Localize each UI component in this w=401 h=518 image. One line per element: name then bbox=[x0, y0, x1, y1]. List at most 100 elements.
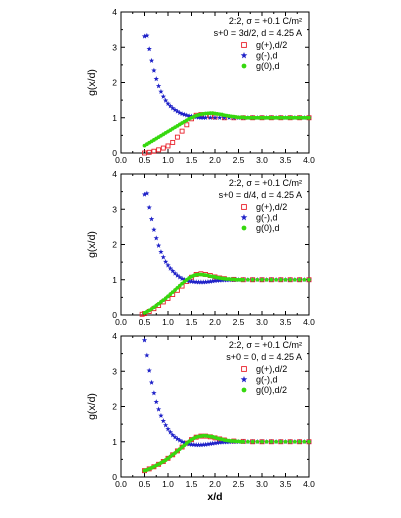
legend-label: g(-),d bbox=[256, 213, 278, 223]
x-axis-label: x/d bbox=[207, 491, 222, 503]
x-tick-label: 2.5 bbox=[233, 479, 245, 489]
data-point bbox=[148, 216, 155, 222]
data-point bbox=[200, 114, 206, 121]
x-tick-label: 1.0 bbox=[162, 479, 174, 489]
data-point bbox=[162, 422, 169, 428]
x-tick-label: 0.0 bbox=[115, 317, 127, 327]
data-point bbox=[146, 367, 152, 373]
data-point bbox=[158, 88, 164, 94]
data-point bbox=[297, 277, 302, 282]
series-3 bbox=[142, 272, 311, 315]
x-tick-label: 0.0 bbox=[115, 155, 127, 165]
panel-3: 0.0 0.5 1.0 1.5 2.0 2.5 3.0 3.5 4.0 0 1 2 3 4 g(x/d) x/… bbox=[86, 331, 315, 503]
data-point bbox=[165, 143, 171, 149]
data-point bbox=[188, 441, 195, 447]
data-point bbox=[170, 432, 176, 438]
legend-marker bbox=[240, 52, 248, 59]
legend-marker bbox=[240, 214, 248, 221]
data-point bbox=[158, 249, 164, 255]
data-point bbox=[269, 439, 274, 444]
data-point bbox=[160, 418, 166, 424]
data-point bbox=[200, 441, 206, 448]
x-tick-label: 4.0 bbox=[303, 479, 315, 489]
data-point bbox=[202, 279, 209, 285]
data-point bbox=[155, 406, 162, 412]
data-point bbox=[193, 279, 199, 285]
x-tick-label: 3.0 bbox=[256, 479, 268, 489]
data-point bbox=[162, 97, 169, 103]
data-point bbox=[146, 46, 152, 52]
data-point bbox=[207, 114, 213, 121]
x-tick-label: 3.5 bbox=[280, 479, 292, 489]
series-3 bbox=[142, 433, 311, 473]
data-point bbox=[153, 76, 159, 82]
data-point bbox=[274, 277, 278, 282]
data-point bbox=[193, 442, 199, 448]
data-point bbox=[250, 439, 255, 444]
series-3 bbox=[142, 111, 311, 148]
data-point bbox=[195, 114, 202, 120]
data-point bbox=[195, 442, 202, 448]
data-point bbox=[162, 258, 169, 265]
x-tick-label: 1.5 bbox=[186, 317, 198, 327]
data-point bbox=[278, 439, 283, 444]
x-tick-label: 4.0 bbox=[303, 317, 315, 327]
data-point bbox=[160, 145, 166, 151]
x-tick-label: 4.0 bbox=[303, 155, 315, 165]
x-tick-label: 3.5 bbox=[280, 317, 292, 327]
data-point bbox=[144, 32, 150, 38]
y-tick-label: 4 bbox=[112, 7, 117, 17]
y-axis-label: g(x/d) bbox=[86, 69, 98, 96]
data-point bbox=[179, 275, 185, 281]
legend-label: g(-),d bbox=[256, 375, 278, 385]
panel-2: 0.0 0.5 1.0 1.5 2.0 2.5 3.0 3.5 4.0 0 1 2 3 4 g(x/d) 2:… bbox=[86, 169, 315, 327]
y-tick-label: 3 bbox=[112, 42, 117, 52]
data-point bbox=[198, 442, 204, 448]
data-point bbox=[217, 277, 223, 283]
data-point bbox=[144, 190, 150, 196]
y-tick-label: 2 bbox=[112, 402, 117, 412]
data-point bbox=[167, 265, 174, 271]
data-point bbox=[174, 272, 181, 278]
data-point bbox=[179, 128, 185, 134]
x-tick-label: 0.5 bbox=[139, 317, 151, 327]
x-tick-label: 3.5 bbox=[280, 155, 292, 165]
data-point bbox=[288, 277, 293, 282]
x-tick-label: 2.0 bbox=[209, 155, 221, 165]
data-point bbox=[151, 148, 157, 154]
x-tick-label: 0.5 bbox=[139, 479, 151, 489]
data-point bbox=[155, 242, 162, 248]
data-point bbox=[141, 337, 148, 343]
data-point bbox=[246, 439, 250, 444]
data-point bbox=[241, 439, 246, 444]
data-point bbox=[195, 279, 202, 285]
y-tick-label: 4 bbox=[112, 331, 117, 341]
data-point bbox=[141, 191, 148, 197]
data-point bbox=[165, 262, 171, 268]
data-point bbox=[177, 274, 183, 280]
y-tick-label: 1 bbox=[112, 275, 117, 285]
legend-label: g(0),d bbox=[256, 61, 280, 71]
data-point bbox=[186, 441, 192, 447]
data-point bbox=[174, 134, 180, 140]
data-point bbox=[264, 439, 269, 444]
data-point bbox=[202, 441, 209, 447]
data-point bbox=[274, 439, 278, 444]
x-tick-label: 3.0 bbox=[256, 317, 268, 327]
data-point bbox=[246, 277, 250, 282]
y-tick-label: 0 bbox=[112, 148, 117, 158]
data-point bbox=[174, 436, 181, 442]
data-point bbox=[212, 440, 218, 446]
data-point bbox=[241, 277, 246, 282]
data-point bbox=[146, 204, 152, 210]
y-tick-label: 2 bbox=[112, 78, 117, 88]
data-point bbox=[221, 114, 228, 121]
data-point bbox=[151, 226, 157, 232]
legend-marker bbox=[240, 376, 248, 383]
y-tick-label: 3 bbox=[112, 366, 117, 376]
data-point bbox=[219, 439, 225, 445]
data-point bbox=[288, 439, 293, 444]
annotation-line: 2:2, σ = +0.1 C/m² bbox=[229, 340, 302, 350]
data-point bbox=[174, 108, 181, 114]
x-tick-label: 2.5 bbox=[233, 155, 245, 165]
